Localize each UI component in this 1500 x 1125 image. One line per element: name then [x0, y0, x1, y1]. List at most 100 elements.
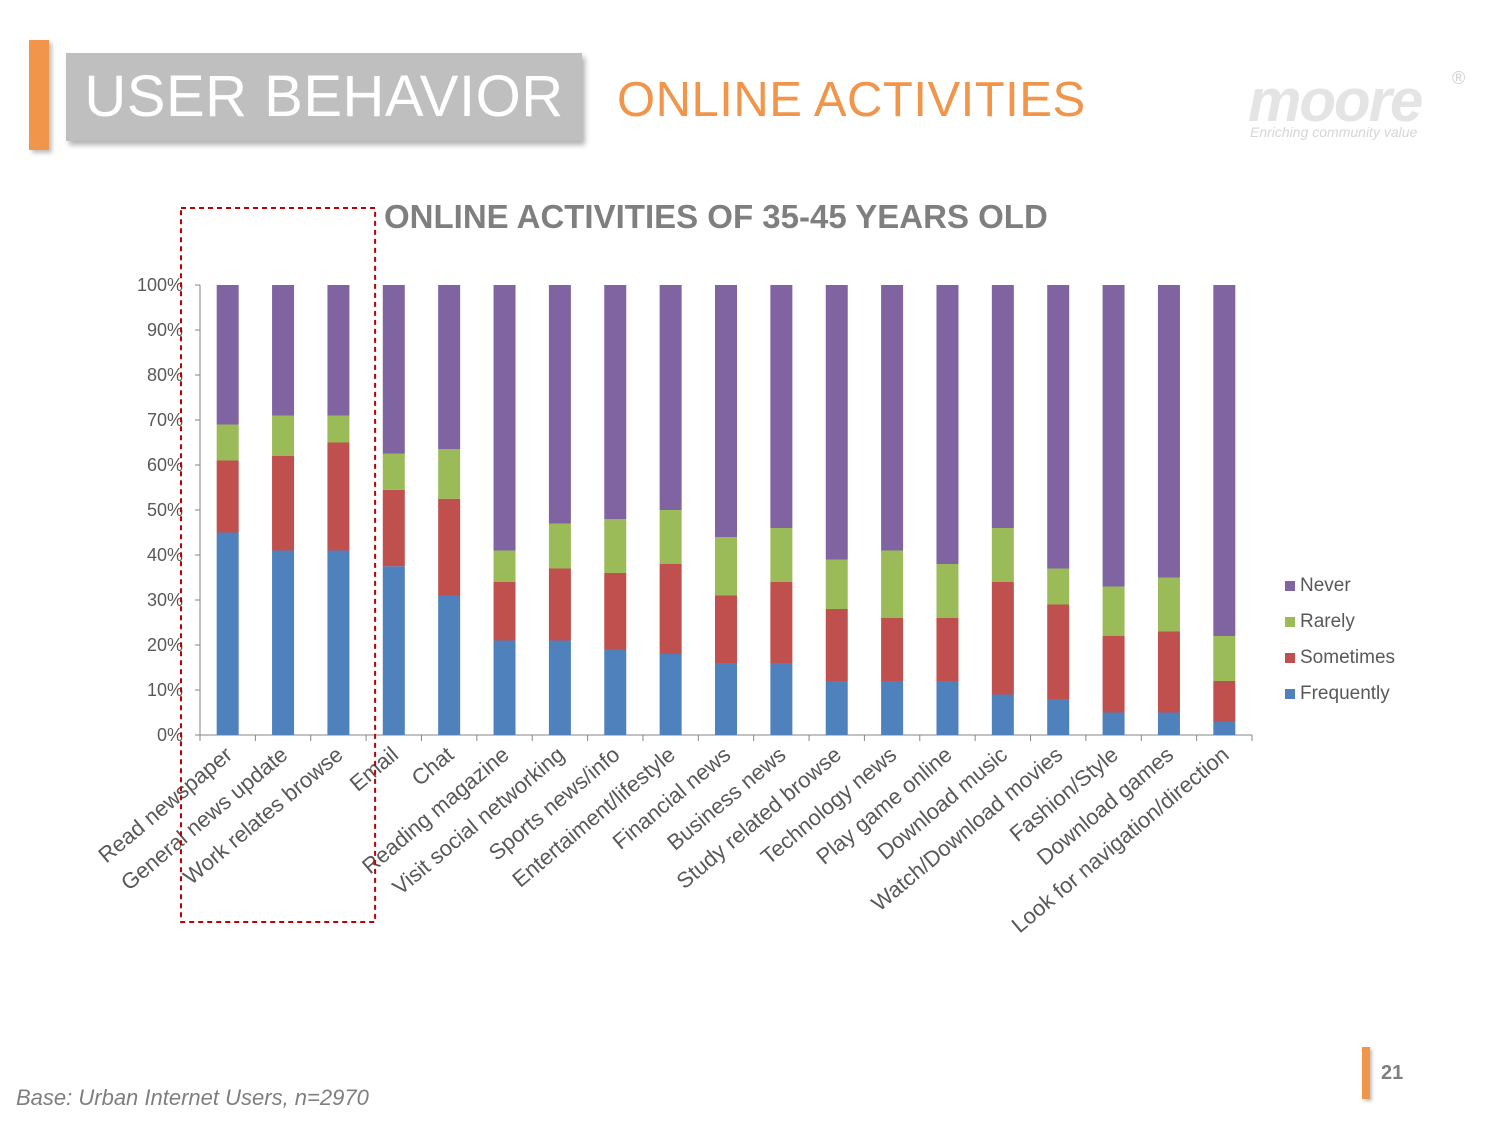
bar-segment-sometimes: [825, 609, 848, 681]
bar-segment-never: [1102, 285, 1125, 587]
legend-label-never: Never: [1300, 575, 1351, 596]
y-tick-label: 20%: [147, 635, 183, 655]
accent-bar: [29, 40, 49, 150]
bar-segment-rarely: [1047, 568, 1070, 605]
legend-item-never: Never: [1285, 568, 1395, 604]
bar-segment-rarely: [272, 415, 295, 456]
bar-segment-never: [272, 285, 295, 416]
y-tick-label: 70%: [147, 410, 183, 430]
legend-swatch-sometimes: [1285, 653, 1295, 663]
moore-logo: moore ® Enriching community value: [1248, 68, 1476, 148]
bar-segment-sometimes: [881, 618, 904, 681]
legend-item-frequently: Frequently: [1285, 676, 1395, 712]
bar-segment-sometimes: [1047, 604, 1070, 699]
y-tick-label: 10%: [147, 680, 183, 700]
y-tick-label: 30%: [147, 590, 183, 610]
bar-segment-frequently: [438, 595, 461, 735]
y-tick-label: 50%: [147, 500, 183, 520]
bar-segment-never: [659, 285, 682, 510]
bar-segment-sometimes: [216, 460, 239, 533]
legend-swatch-frequently: [1285, 689, 1295, 699]
bar-segment-frequently: [1157, 712, 1180, 735]
bar-segment-frequently: [881, 681, 904, 735]
bar-segment-never: [493, 285, 516, 551]
bar-segment-sometimes: [604, 573, 627, 650]
page-number-bar: [1362, 1047, 1370, 1099]
logo-wordmark: moore: [1248, 67, 1423, 134]
chart-title: ONLINE ACTIVITIES OF 35-45 YEARS OLD: [384, 198, 1048, 235]
bar-segment-rarely: [216, 424, 239, 461]
bar-segment-sometimes: [991, 582, 1014, 695]
bar-segment-never: [327, 285, 350, 416]
bar-segment-rarely: [604, 519, 627, 573]
legend-label-frequently: Frequently: [1300, 683, 1390, 704]
bar-segment-frequently: [382, 566, 405, 735]
bar-segment-sometimes: [1213, 681, 1236, 722]
y-tick-label: 80%: [147, 365, 183, 385]
bar-segment-rarely: [715, 537, 737, 596]
bar-segment-never: [216, 285, 239, 425]
legend-swatch-never: [1285, 581, 1295, 591]
bar-segment-never: [825, 285, 848, 560]
bar-segment-never: [382, 285, 405, 454]
bar-segment-never: [548, 285, 571, 524]
bar-segment-frequently: [1213, 721, 1236, 735]
bar-segment-sometimes: [770, 582, 793, 663]
legend-item-sometimes: Sometimes: [1285, 640, 1395, 676]
legend-item-rarely: Rarely: [1285, 604, 1395, 640]
bar-segment-frequently: [493, 640, 516, 735]
bar-segment-rarely: [936, 564, 959, 618]
bar-segment-never: [715, 285, 737, 537]
bar-segment-never: [1047, 285, 1070, 569]
legend-label-rarely: Rarely: [1300, 611, 1355, 632]
bar-segment-sometimes: [548, 568, 571, 641]
bar-segment-frequently: [770, 663, 793, 735]
bar-segment-rarely: [382, 453, 405, 490]
bar-segment-frequently: [1047, 699, 1070, 735]
bar-segment-never: [881, 285, 904, 551]
bar-segment-sometimes: [936, 618, 959, 681]
bar-segment-frequently: [659, 654, 682, 735]
page-subtitle: ONLINE ACTIVITIES: [617, 73, 1086, 127]
bar-segment-sometimes: [493, 582, 516, 641]
logo-tagline: Enriching community value: [1250, 124, 1418, 140]
bar-segment-frequently: [1102, 712, 1125, 735]
bar-segment-never: [1213, 285, 1236, 636]
bar-segment-frequently: [936, 681, 959, 735]
highlight-box: [180, 207, 377, 923]
bar-segment-rarely: [770, 528, 793, 582]
bar-segment-rarely: [825, 559, 848, 609]
bar-segment-rarely: [327, 415, 350, 443]
bar-segment-never: [936, 285, 959, 564]
bar-segment-rarely: [1102, 586, 1125, 636]
section-title: USER BEHAVIOR: [66, 53, 582, 141]
bar-segment-sometimes: [659, 564, 682, 654]
bar-segment-sometimes: [272, 456, 295, 551]
bar-segment-never: [1157, 285, 1180, 578]
bar-segment-sometimes: [382, 489, 405, 567]
bar-segment-rarely: [1157, 577, 1180, 632]
bar-segment-frequently: [991, 694, 1014, 735]
legend-label-sometimes: Sometimes: [1300, 647, 1396, 668]
legend-swatch-rarely: [1285, 617, 1295, 627]
bar-segment-sometimes: [1157, 631, 1180, 713]
bar-segment-rarely: [548, 523, 571, 569]
bar-segment-rarely: [881, 550, 904, 618]
bar-segment-frequently: [548, 640, 571, 735]
y-tick-label: 90%: [147, 320, 183, 340]
bar-segment-never: [991, 285, 1014, 528]
bar-segment-frequently: [272, 550, 295, 735]
y-tick-label: 60%: [147, 455, 183, 475]
bar-segment-sometimes: [715, 595, 737, 663]
bar-segment-sometimes: [1102, 636, 1125, 713]
bar-segment-frequently: [604, 649, 627, 735]
y-tick-label: 40%: [147, 545, 183, 565]
bar-segment-frequently: [825, 681, 848, 735]
chart-legend: Never Rarely Sometimes Frequently: [1285, 568, 1395, 712]
bar-segment-frequently: [216, 532, 239, 735]
y-tick-label: 0%: [157, 725, 183, 745]
x-tick-label: Email: [345, 742, 403, 797]
page-number: 21: [1381, 1062, 1404, 1084]
y-tick-label: 100%: [137, 275, 183, 295]
